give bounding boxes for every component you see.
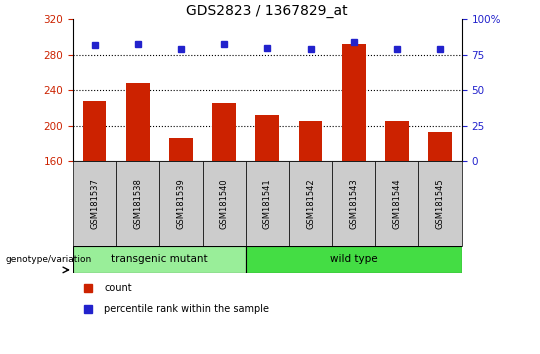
Title: GDS2823 / 1367829_at: GDS2823 / 1367829_at	[186, 5, 348, 18]
Bar	[246, 246, 462, 273]
Text: GSM181545: GSM181545	[436, 178, 444, 229]
Bar	[332, 161, 375, 246]
Bar	[169, 138, 193, 161]
Bar	[428, 132, 452, 161]
Text: GSM181538: GSM181538	[133, 178, 142, 229]
Bar	[73, 246, 246, 273]
Text: percentile rank within the sample: percentile rank within the sample	[104, 304, 269, 314]
Bar	[83, 101, 106, 161]
Bar	[202, 161, 246, 246]
Text: count: count	[104, 283, 132, 293]
Text: genotype/variation: genotype/variation	[5, 255, 92, 264]
Text: GSM181540: GSM181540	[220, 178, 228, 229]
Bar	[255, 115, 279, 161]
Text: transgenic mutant: transgenic mutant	[111, 254, 207, 264]
Text: GSM181542: GSM181542	[306, 178, 315, 229]
Text: GSM181539: GSM181539	[177, 178, 185, 229]
Bar	[418, 161, 462, 246]
Bar	[246, 161, 289, 246]
Bar	[299, 121, 322, 161]
Bar	[212, 103, 236, 161]
Text: GSM181541: GSM181541	[263, 178, 272, 229]
Bar	[126, 83, 150, 161]
Bar	[73, 161, 116, 246]
Bar	[116, 161, 159, 246]
Text: wild type: wild type	[330, 254, 377, 264]
Text: GSM181537: GSM181537	[90, 178, 99, 229]
Bar	[342, 44, 366, 161]
Bar	[385, 121, 409, 161]
Bar	[289, 161, 332, 246]
Text: GSM181543: GSM181543	[349, 178, 358, 229]
Bar	[375, 161, 418, 246]
Text: GSM181544: GSM181544	[393, 178, 401, 229]
Bar	[159, 161, 202, 246]
